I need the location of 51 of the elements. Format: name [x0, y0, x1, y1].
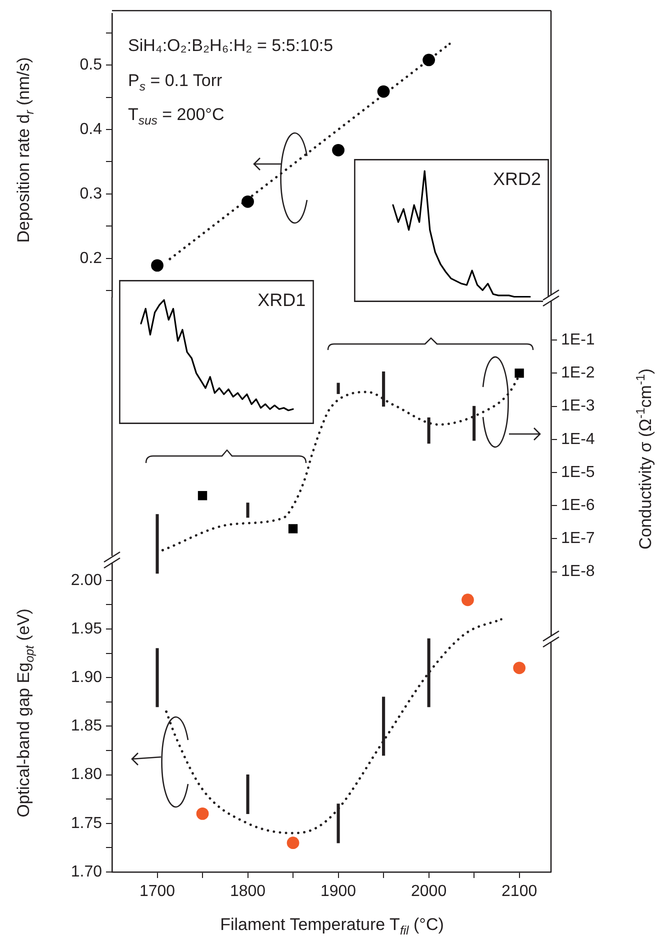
x-tick-label: 1700	[139, 883, 176, 900]
bar	[427, 417, 430, 444]
point	[288, 524, 298, 534]
bar	[246, 502, 250, 518]
y2-tick-label: 1E-5	[561, 464, 595, 481]
bar	[156, 648, 159, 708]
y2-tick-label: 1E-6	[561, 496, 595, 514]
bar	[382, 696, 386, 756]
y-tick-label: 1.75	[70, 814, 102, 832]
chart-title: XRD1	[258, 290, 306, 310]
point	[196, 807, 209, 820]
y-tick-label: 1.80	[70, 766, 102, 784]
point	[462, 594, 474, 606]
y2-tick-label: 1E-1	[561, 331, 595, 348]
y2-tick-label: 1E-7	[561, 530, 595, 548]
point	[151, 259, 164, 272]
annotation: P$_{s}$ = 0.1 Torr	[128, 71, 222, 94]
bar	[427, 638, 430, 708]
y-tick-label: 2.00	[70, 572, 102, 589]
point	[514, 368, 524, 378]
y2-tick-label: 1E-3	[561, 398, 595, 415]
y-tick-label: 1.85	[70, 718, 102, 735]
point	[286, 836, 300, 850]
annotation: T$_{sus}$ = 200°C	[128, 105, 224, 128]
point	[422, 54, 436, 66]
y-tick-label: 1.90	[70, 669, 102, 686]
bar	[246, 774, 250, 814]
point	[377, 85, 390, 98]
y-tick-label: 1.95	[70, 620, 102, 638]
bar	[336, 382, 340, 394]
x-tick-label: 2100	[502, 883, 538, 900]
y-tick-label: 0.4	[80, 120, 102, 138]
y-tick-label: 0.2	[80, 250, 102, 267]
x-tick-label: 1800	[230, 883, 266, 900]
bar	[472, 406, 476, 441]
point	[513, 662, 526, 674]
point	[198, 491, 208, 500]
x-axis-title: Filament Temperature T$_{fil}$ (°C)	[220, 915, 444, 938]
point	[332, 144, 344, 156]
point	[242, 195, 254, 208]
y2-tick-label: 1E-8	[561, 563, 595, 580]
x-tick-label: 1900	[320, 883, 356, 900]
x-tick-label: 2000	[411, 883, 447, 900]
y-tick-label: 0.5	[80, 56, 102, 74]
y2-tick-label: 1E-4	[561, 430, 595, 448]
bar	[156, 514, 159, 574]
annotation: SiH₄:O₂:B₂H₆:H₂ = 5:5:10:5	[128, 36, 334, 56]
chart-title: XRD2	[492, 169, 541, 189]
y-tick-label: 0.3	[80, 185, 102, 202]
y-tick-label: 1.70	[70, 863, 102, 880]
y2-tick-label: 1E-2	[561, 364, 595, 382]
